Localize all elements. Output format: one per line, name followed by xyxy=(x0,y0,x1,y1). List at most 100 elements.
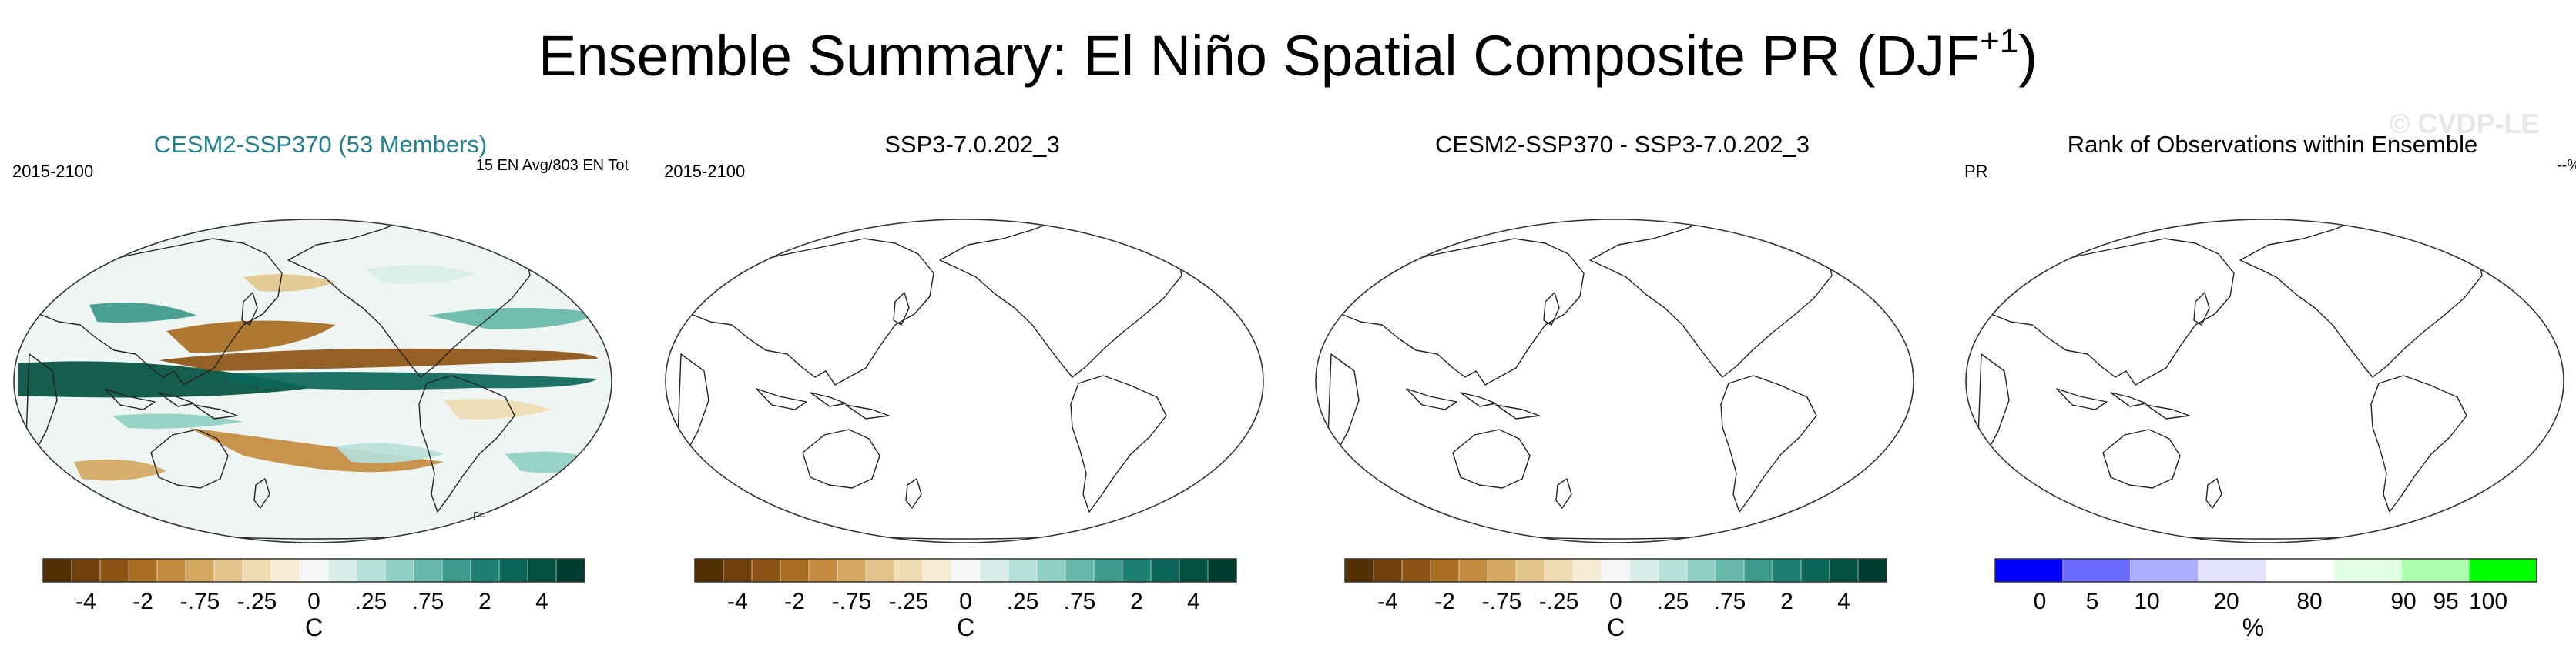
anomaly-region xyxy=(166,320,336,353)
anomaly-region xyxy=(112,413,243,429)
world-map xyxy=(13,219,612,543)
map-border xyxy=(1315,219,1914,543)
coastline xyxy=(104,388,156,410)
colorbar-swatch xyxy=(951,558,981,583)
colorbar-swatch xyxy=(527,558,557,583)
colorbar-tick-label: 4 xyxy=(535,589,548,614)
colorbar-swatch xyxy=(1572,558,1602,583)
ensemble-count-label: 15 EN Avg/803 EN Tot xyxy=(475,157,629,174)
colorbar-swatch xyxy=(270,558,300,583)
colorbar-swatch xyxy=(1036,558,1066,583)
coastline xyxy=(150,429,229,489)
coastline xyxy=(253,478,270,509)
coastline xyxy=(418,375,515,513)
colorbar-tick-label: 10 xyxy=(2134,589,2159,614)
world-map xyxy=(1965,219,2564,543)
colorbar-tick-label: .75 xyxy=(1064,589,1096,614)
colorbar: -4 -2 -.75 -.25 0 .25 .75 2 4 C xyxy=(42,558,585,641)
coastline xyxy=(756,388,807,410)
anomaly-region xyxy=(89,303,197,323)
colorbar-swatch xyxy=(1658,558,1688,583)
colorbar-swatch xyxy=(470,558,500,583)
colorbar-swatch xyxy=(384,558,414,583)
colorbar-tick-label: -.25 xyxy=(889,589,929,614)
colorbar-swatch xyxy=(1601,558,1631,583)
coastline xyxy=(1406,388,1457,410)
anomaly-region xyxy=(159,348,598,371)
panel-title: CESM2-SSP370 (53 Members) xyxy=(153,131,488,158)
coastline xyxy=(939,219,1182,378)
colorbar-swatch xyxy=(1373,558,1403,583)
period-label: 2015-2100 xyxy=(12,162,94,181)
colorbar-swatch xyxy=(498,558,528,583)
colorbar-swatch xyxy=(2062,558,2132,583)
colorbar-tick-label: -4 xyxy=(75,589,96,614)
colorbar-tick-label: -2 xyxy=(132,589,153,614)
colorbar-tick-label: -2 xyxy=(784,589,805,614)
colorbar-swatch xyxy=(1629,558,1659,583)
colorbar: 0 5 10 20 80 90 95 100% xyxy=(1994,558,2537,641)
coastline xyxy=(2145,404,2190,420)
coastline xyxy=(1460,392,1497,407)
panel-title: CESM2-SSP370 - SSP3-7.0.202_3 xyxy=(1435,131,1810,158)
coastline xyxy=(1979,238,2235,386)
colorbar-tick-label: 100 xyxy=(2469,589,2507,614)
coastline xyxy=(1329,238,1585,386)
coastline xyxy=(2205,478,2222,509)
colorbar-tick-label: -.25 xyxy=(1539,589,1579,614)
rank-value-label: --% xyxy=(2556,157,2576,174)
correlation-label: r= xyxy=(473,507,486,523)
colorbar-units: C xyxy=(1607,614,1625,641)
anomaly-region xyxy=(213,372,598,390)
colorbar-swatch xyxy=(1715,558,1745,583)
colorbar-swatch xyxy=(327,558,357,583)
colorbar-swatch xyxy=(1093,558,1123,583)
world-map xyxy=(665,219,1264,543)
colorbar: -4 -2 -.75 -.25 0 .25 .75 2 4 C xyxy=(694,558,1237,641)
colorbar-swatch xyxy=(2468,558,2537,583)
colorbar-tick-label: -.75 xyxy=(832,589,872,614)
panel-title: Rank of Observations within Ensemble xyxy=(2067,131,2478,158)
coastline xyxy=(2056,388,2108,410)
colorbar-tick-label: 4 xyxy=(1187,589,1200,614)
watermark: © CVDP-LE xyxy=(2390,108,2540,139)
colorbar-swatch xyxy=(751,558,781,583)
colorbar-swatch xyxy=(1994,558,2064,583)
anomaly-region xyxy=(367,265,475,284)
colorbar-swatch xyxy=(922,558,952,583)
colorbar-swatch xyxy=(1122,558,1152,583)
colorbar-tick-label: -4 xyxy=(1377,589,1398,614)
panel-title: SSP3-7.0.202_3 xyxy=(884,131,1060,158)
colorbar-swatch xyxy=(185,558,215,583)
coastline xyxy=(2193,292,2210,326)
coastline xyxy=(2370,375,2467,513)
colorbar-swatch xyxy=(356,558,386,583)
world-map xyxy=(1315,219,1914,543)
colorbar-swatch xyxy=(299,558,329,583)
anomaly-region xyxy=(243,274,336,292)
map-ocean xyxy=(1966,219,2564,543)
colorbar-tick-label: .25 xyxy=(1657,589,1689,614)
colorbar-swatch xyxy=(1430,558,1460,583)
panel-difference: CESM2-SSP370 - SSP3-7.0.202_3 -4 -2 -.75 -.… xyxy=(1314,123,1930,662)
colorbar-swatch xyxy=(865,558,895,583)
colorbar-swatch xyxy=(780,558,810,583)
colorbar-frame xyxy=(694,558,1237,583)
map-border xyxy=(665,219,1264,543)
colorbar-tick-label: 90 xyxy=(2390,589,2416,614)
colorbar-tick-label: 80 xyxy=(2296,589,2322,614)
colorbar-tick-label: 0 xyxy=(959,589,972,614)
coastline xyxy=(27,238,283,386)
map-border xyxy=(13,219,612,543)
coastline xyxy=(1495,404,1540,420)
variable-label: PR xyxy=(1964,162,1988,181)
coastline xyxy=(679,238,934,386)
colorbar-swatch xyxy=(979,558,1009,583)
colorbar-swatch xyxy=(1401,558,1431,583)
colorbar-tick-label: -4 xyxy=(727,589,748,614)
colorbar-swatch xyxy=(99,558,129,583)
coastline xyxy=(1720,375,1817,513)
colorbar-swatch xyxy=(242,558,272,583)
colorbar-swatch xyxy=(1857,558,1887,583)
colorbar-tick-label: -.75 xyxy=(1482,589,1522,614)
